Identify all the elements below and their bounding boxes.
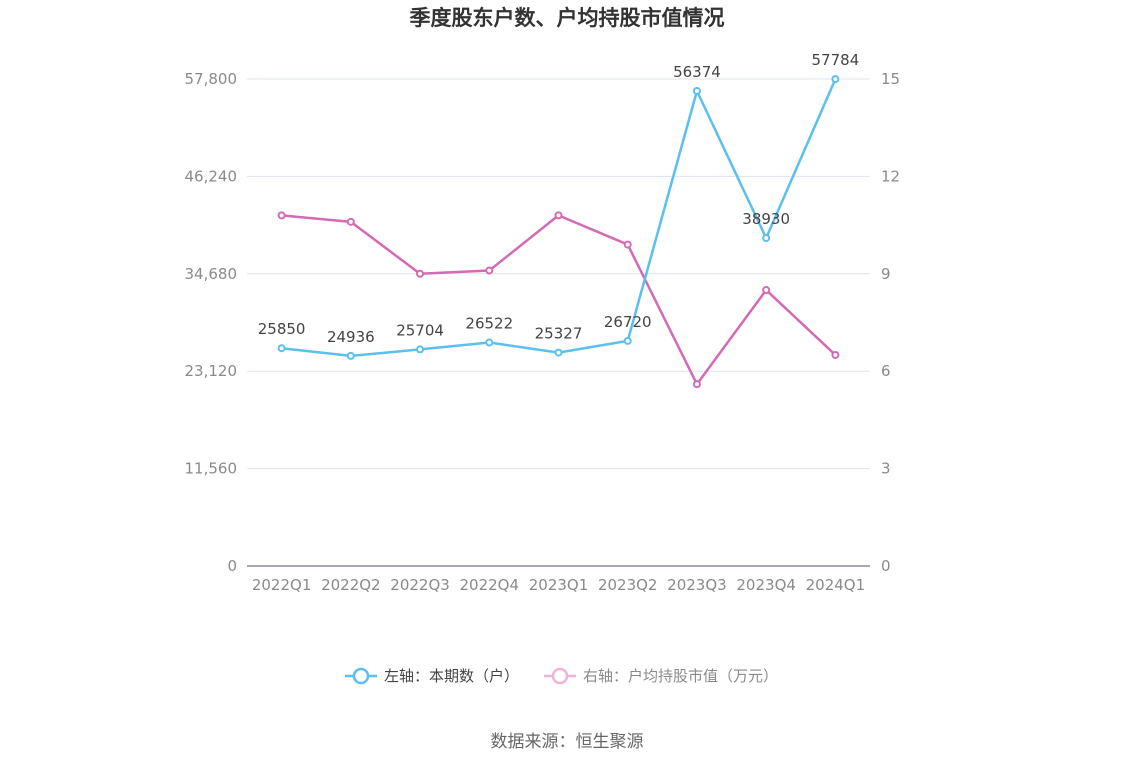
left-tick-label: 34,680	[185, 265, 238, 283]
x-tick-label: 2022Q3	[390, 576, 450, 594]
legend[interactable]: 左轴：本期数（户） 右轴：户均持股市值（万元）	[345, 667, 778, 685]
data-point	[623, 336, 632, 345]
legend-item-left-series[interactable]: 左轴：本期数（户）	[345, 667, 519, 685]
data-point	[277, 211, 286, 220]
left-tick-label: 0	[227, 557, 237, 575]
data-point	[554, 211, 563, 220]
data-label: 26720	[604, 313, 652, 331]
legend-label: 右轴：户均持股市值（万元）	[583, 667, 778, 685]
data-point	[277, 344, 286, 353]
x-tick-label: 2022Q2	[321, 576, 381, 594]
data-point	[485, 266, 494, 275]
right-axis: 0 3 6 9 12 15	[881, 70, 900, 575]
legend-marker-icon	[551, 667, 569, 685]
left-axis: 0 11,560 23,120 34,680 46,240 57,800	[185, 70, 238, 575]
left-tick-label: 57,800	[185, 70, 238, 88]
source-note: 数据来源：恒生聚源	[491, 732, 644, 752]
data-point	[346, 351, 355, 360]
x-axis: 2022Q1 2022Q2 2022Q3 2022Q4 2023Q1 2023Q2 2023…	[247, 565, 870, 594]
data-point	[692, 380, 701, 389]
right-tick-label: 0	[881, 557, 891, 575]
right-tick-label: 12	[881, 167, 900, 185]
data-label: 25850	[258, 320, 306, 338]
x-tick-label: 2023Q4	[736, 576, 796, 594]
x-tick-label: 2023Q3	[667, 576, 727, 594]
right-tick-label: 15	[881, 70, 900, 88]
data-point	[623, 240, 632, 249]
data-point	[416, 345, 425, 354]
gridlines	[247, 78, 870, 470]
data-label: 56374	[673, 63, 721, 81]
data-point	[485, 338, 494, 347]
data-point	[762, 286, 771, 295]
data-point	[554, 348, 563, 357]
x-tick-label: 2022Q4	[460, 576, 520, 594]
data-label: 24936	[327, 328, 375, 346]
x-tick-label: 2023Q2	[598, 576, 658, 594]
series-area: 25850 24936 25704 26522 25327 26720 56374 38930…	[258, 51, 860, 389]
data-point	[692, 87, 701, 96]
left-tick-label: 46,240	[185, 167, 238, 185]
legend-item-right-series[interactable]: 右轴：户均持股市值（万元）	[544, 667, 778, 685]
data-label: 25327	[535, 325, 583, 343]
x-tick-label: 2024Q1	[806, 576, 866, 594]
data-point	[831, 75, 840, 84]
data-point	[831, 350, 840, 359]
series-line-avg-holding-value	[281, 214, 837, 386]
data-label: 26522	[465, 315, 513, 333]
legend-marker-icon	[352, 667, 370, 685]
left-tick-label: 23,120	[185, 362, 238, 380]
data-label: 38930	[742, 210, 790, 228]
right-tick-label: 9	[881, 265, 891, 283]
chart-title: 季度股东户数、户均持股市值情况	[410, 6, 725, 30]
data-point	[416, 269, 425, 278]
left-tick-label: 11,560	[185, 460, 238, 478]
data-point	[346, 217, 355, 226]
data-point	[762, 233, 771, 242]
x-tick-label: 2023Q1	[529, 576, 589, 594]
right-tick-label: 6	[881, 362, 891, 380]
right-tick-label: 3	[881, 460, 891, 478]
x-tick-label: 2022Q1	[252, 576, 312, 594]
legend-label: 左轴：本期数（户）	[384, 667, 519, 685]
data-label: 57784	[812, 51, 860, 69]
data-label: 25704	[396, 321, 444, 339]
